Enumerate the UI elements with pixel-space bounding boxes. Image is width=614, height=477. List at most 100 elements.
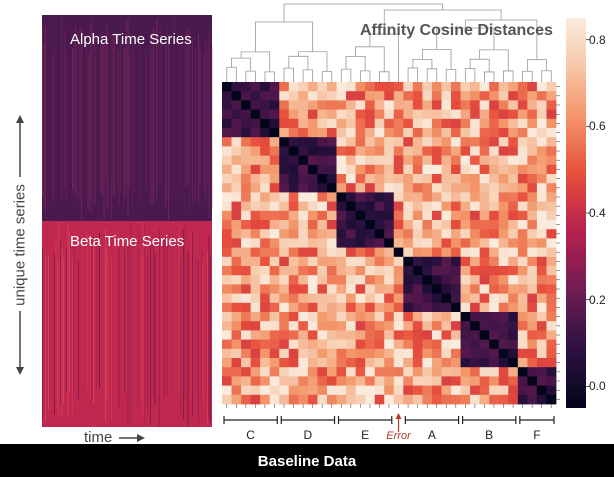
heatmap-cell <box>412 183 423 193</box>
heatmap-cell <box>231 201 242 212</box>
heatmap-cell <box>393 376 404 386</box>
heatmap-cell <box>412 91 423 101</box>
heatmap-cell <box>250 82 261 92</box>
heatmap-cell <box>431 238 442 248</box>
heatmap-cell <box>231 293 242 304</box>
heatmap-cell <box>288 155 299 166</box>
heatmap-cell <box>403 394 414 405</box>
heatmap-cell <box>479 367 490 377</box>
heatmap-cell <box>460 284 471 294</box>
heatmap-cell <box>269 358 280 368</box>
heatmap-cell <box>393 348 404 359</box>
heatmap-cell <box>403 312 414 322</box>
heatmap-cell <box>508 82 519 92</box>
heatmap-cell <box>298 394 309 405</box>
heatmap-cell <box>326 284 337 294</box>
heatmap-cell <box>298 312 309 322</box>
heatmap-cell <box>279 330 290 340</box>
heatmap-cell <box>431 247 442 258</box>
heatmap-cell <box>241 238 252 248</box>
heatmap-cell <box>326 164 337 175</box>
heatmap-cell <box>508 146 519 156</box>
heatmap-cell <box>355 128 366 138</box>
dendrogram-link <box>321 71 333 82</box>
heatmap-cell <box>536 220 547 230</box>
x-axis-label: time <box>84 429 113 446</box>
heatmap-cell <box>336 100 347 110</box>
heatmap-cell <box>241 302 252 313</box>
heatmap-cell <box>536 210 547 221</box>
heatmap-cell <box>374 394 385 405</box>
heatmap-cell <box>546 183 557 193</box>
heatmap-cell <box>460 128 471 138</box>
heatmap-cell <box>355 256 366 267</box>
heatmap-cell <box>365 183 376 193</box>
heatmap-cell <box>460 312 471 322</box>
heatmap-cell <box>298 275 309 285</box>
heatmap-cell <box>460 210 471 221</box>
heatmap-cell <box>441 183 452 193</box>
heatmap-cell <box>403 367 414 377</box>
heatmap-cell <box>546 385 557 396</box>
heatmap-cell <box>374 275 385 285</box>
heatmap-cell <box>250 109 261 120</box>
heatmap-cell <box>298 348 309 359</box>
heatmap-cell <box>460 348 471 359</box>
heatmap-cell <box>527 164 538 175</box>
heatmap-cell <box>346 192 356 202</box>
heatmap-cell <box>508 312 519 322</box>
heatmap-cell <box>231 118 242 129</box>
heatmap-cell <box>317 348 328 359</box>
heatmap-cell <box>393 164 404 175</box>
heatmap-cell <box>288 266 299 276</box>
heatmap-cell <box>326 266 337 276</box>
heatmap-cell <box>527 312 538 322</box>
heatmap-cell <box>412 146 423 156</box>
heatmap-cell <box>279 275 290 285</box>
heatmap-cell <box>250 192 261 202</box>
alpha-series-title: Alpha Time Series <box>70 31 192 48</box>
heatmap-cell <box>393 220 404 230</box>
heatmap-cell <box>374 220 385 230</box>
heatmap-cell <box>269 100 280 110</box>
heatmap-cell <box>365 229 376 239</box>
heatmap-cell <box>422 247 433 258</box>
heatmap-cell <box>222 174 232 184</box>
heatmap-cell <box>298 302 309 313</box>
heatmap-cell <box>393 367 404 377</box>
heatmap-cell <box>517 155 528 166</box>
heatmap-cell <box>403 220 414 230</box>
heatmap-cell <box>326 321 337 331</box>
heatmap-cell <box>231 358 242 368</box>
heatmap-cell <box>317 183 328 193</box>
heatmap-cell <box>451 128 461 138</box>
heatmap-cell <box>546 330 557 340</box>
heatmap-cell <box>288 220 299 230</box>
heatmap-cell <box>479 394 490 405</box>
heatmap-cell <box>307 118 318 129</box>
heatmap-cell <box>536 146 547 156</box>
heatmap-cell <box>479 164 490 175</box>
arrow-up-icon <box>395 413 402 419</box>
heatmap-cell <box>346 266 356 276</box>
heatmap-cell <box>441 82 452 92</box>
heatmap-cell <box>365 330 376 340</box>
heatmap-cell <box>222 82 232 92</box>
heatmap-cell <box>355 330 366 340</box>
heatmap-cell <box>508 348 519 359</box>
heatmap-cell <box>422 164 433 175</box>
heatmap-cell <box>527 82 538 92</box>
heatmap-cell <box>317 312 328 322</box>
heatmap-cell <box>489 220 500 230</box>
heatmap-cell <box>460 302 471 313</box>
heatmap-cell <box>489 164 500 175</box>
heatmap-cell <box>384 82 395 92</box>
heatmap-cell <box>470 183 481 193</box>
heatmap-cell <box>231 339 242 350</box>
heatmap-cell <box>374 293 385 304</box>
heatmap-cell <box>374 339 385 350</box>
heatmap-cell <box>422 146 433 156</box>
heatmap-cell <box>365 210 376 221</box>
heatmap-cell <box>288 302 299 313</box>
heatmap-cell <box>393 293 404 304</box>
